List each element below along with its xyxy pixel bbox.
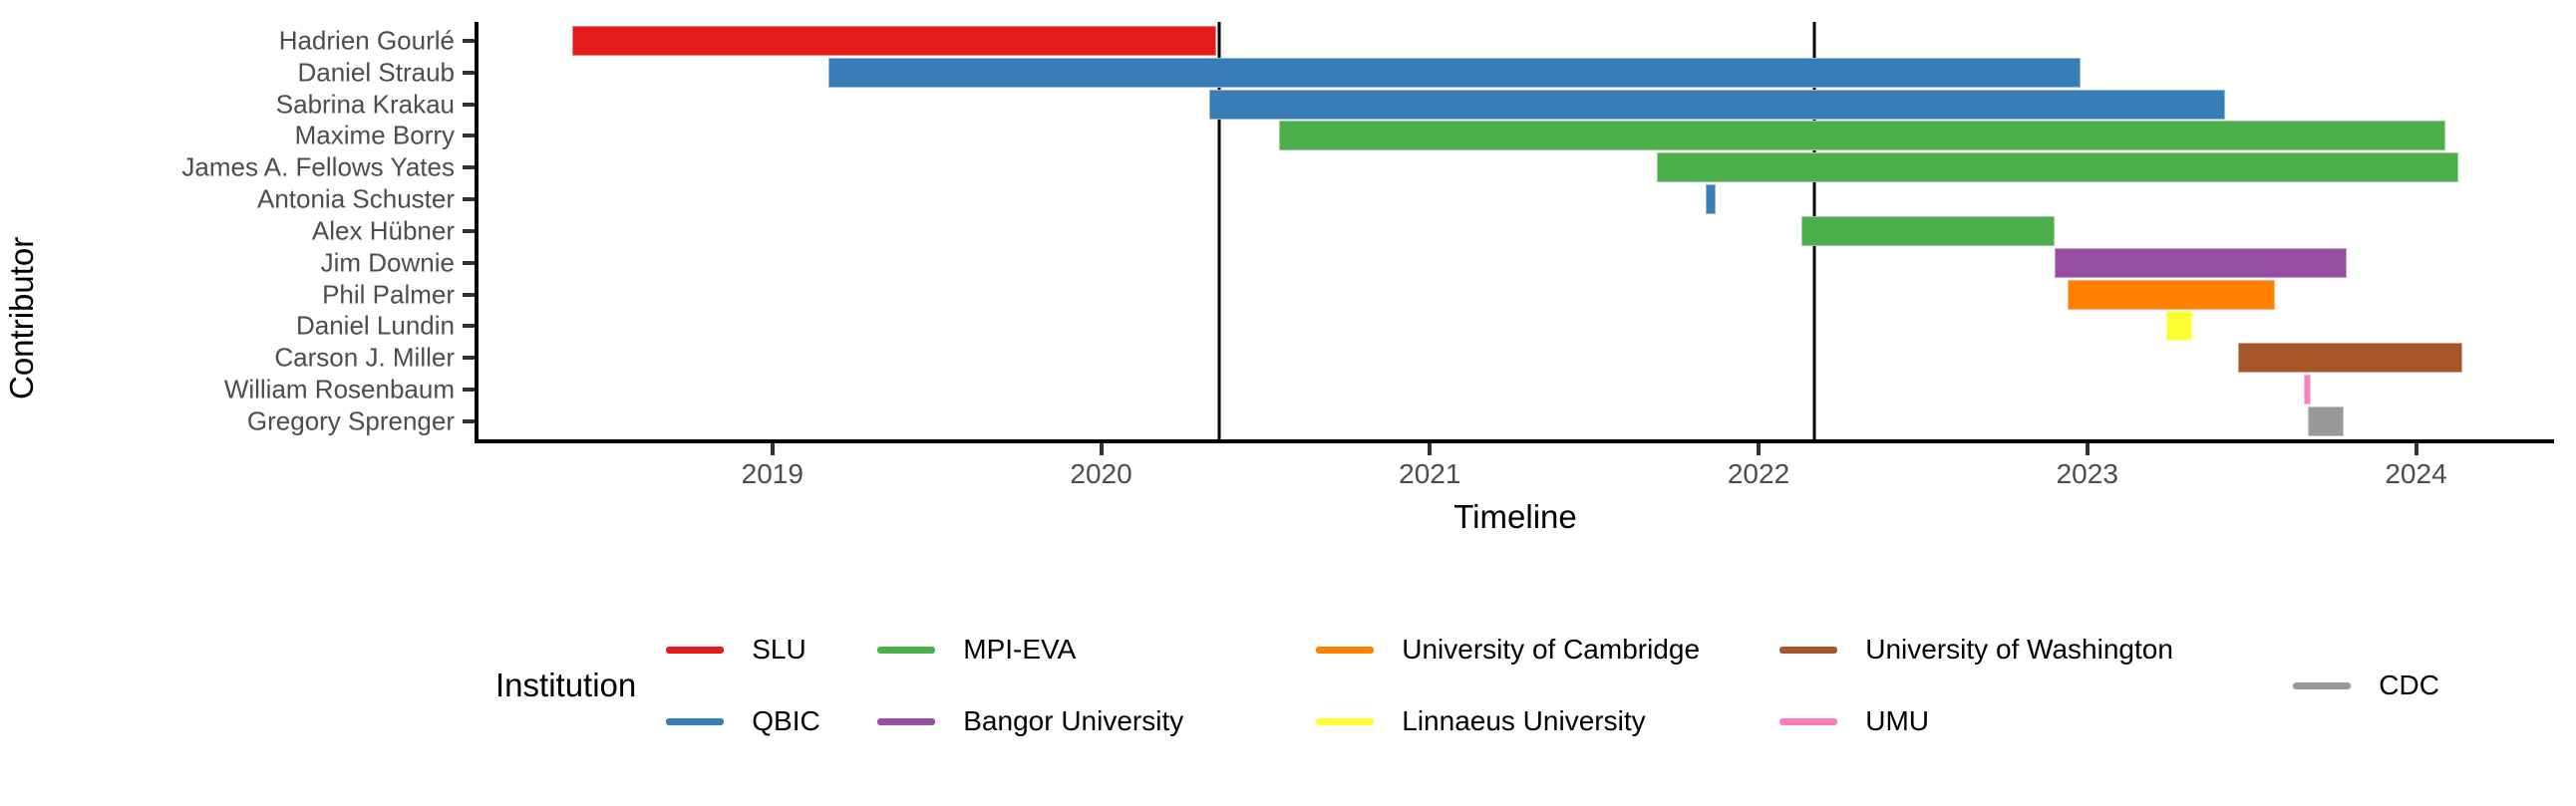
legend-item-label: University of Cambridge [1402,634,1701,665]
y-tick-mark [463,70,475,75]
legend: Institution SLU QBIC MPI-EVA Bangor Univers… [495,627,2492,744]
y-tick-mark [463,418,475,423]
x-tick-label: 2024 [2385,458,2447,489]
x-tick-label: 2019 [741,458,804,489]
x-tick-mark [2414,443,2418,455]
y-tick-mark [463,388,475,393]
contributor-bar [2165,311,2193,342]
contributor-bar [1800,215,2055,246]
y-tick-label: Maxime Borry [294,120,455,150]
x-tick-mark [1099,443,1104,455]
legend-item-label: MPI-EVA [963,634,1077,665]
contributor-bar [1706,184,1717,215]
legend-key-swatch [1779,646,1838,654]
legend-key-swatch [1779,717,1838,725]
y-tick-label: Carson J. Miller [274,342,455,373]
legend-key-swatch [1316,717,1375,725]
y-tick-label: Gregory Sprenger [246,405,455,436]
legend-item-label: Bangor University [963,705,1184,736]
x-tick-mark [2085,443,2090,455]
x-tick-mark [1757,443,1761,455]
y-tick-label: William Rosenbaum [223,374,455,404]
x-tick-label: 2020 [1070,458,1132,489]
legend-item-label: SLU [752,634,806,665]
y-tick-mark [463,102,475,107]
legend-key-swatch [666,717,725,725]
y-tick-label: Daniel Lundin [295,310,455,341]
contributor-bar [2304,375,2311,405]
contributor-bar [1656,152,2459,183]
y-tick-mark [463,228,475,233]
legend-column-2: MPI-EVA Bangor University [877,627,1316,744]
legend-item-umu: UMU [1779,698,2293,744]
x-axis-title: Timeline [1453,498,1577,535]
legend-item-cdc: CDC [2293,663,2492,708]
legend-item-label: UMU [1865,705,1930,736]
legend-column-5: CDC [2293,663,2492,708]
legend-key-swatch [877,646,936,654]
y-tick-mark [463,165,475,170]
legend-key-swatch [2293,681,2352,689]
y-tick-mark [463,324,475,329]
legend-item-university-of-cambridge: University of Cambridge [1316,627,1779,672]
contributor-bar [571,26,1216,56]
x-tick-label: 2022 [1727,458,1790,489]
legend-item-qbic: QBIC [666,698,877,744]
y-tick-mark [463,134,475,138]
legend-item-label: University of Washington [1865,634,2173,665]
legend-item-mpi-eva: MPI-EVA [877,627,1316,672]
contributor-bar [2307,405,2344,436]
legend-columns: SLU QBIC MPI-EVA Bangor University Universit… [666,627,2492,744]
legend-key-swatch [666,646,725,654]
contributor-bar [1209,89,2226,120]
y-tick-label: Alex Hübner [311,215,455,246]
x-axis-line [475,439,2554,443]
y-tick-label: Antonia Schuster [256,183,455,214]
contributor-bar [827,57,2082,88]
y-tick-mark [463,39,475,43]
x-tick-mark [1428,443,1433,455]
y-tick-label: James A. Fellows Yates [181,151,455,182]
y-tick-label: Phil Palmer [322,279,455,310]
contributor-bar [2067,279,2275,310]
y-tick-mark [463,260,475,265]
y-axis-title-text: Contributor [3,236,40,400]
y-tick-mark [463,197,475,202]
legend-item-bangor-university: Bangor University [877,698,1316,744]
y-tick-mark [463,292,475,297]
y-axis-line [475,22,479,443]
contributor-bar [1278,121,2446,151]
legend-title: Institution [495,667,637,703]
legend-column-4: University of Washington UMU [1779,627,2293,744]
legend-item-label: QBIC [752,705,820,736]
legend-item-label: CDC [2379,670,2439,700]
contributor-bar [2238,343,2462,374]
legend-key-swatch [1316,646,1375,654]
y-tick-mark [463,356,475,361]
legend-item-university-of-washington: University of Washington [1779,627,2293,672]
legend-item-linnaeus-university: Linnaeus University [1316,698,1779,744]
contributor-bar [2054,247,2348,278]
legend-column-1: SLU QBIC [666,627,877,744]
legend-key-swatch [877,717,936,725]
x-tick-mark [770,443,775,455]
y-tick-label: Jim Downie [320,247,455,278]
x-tick-label: 2023 [2056,458,2118,489]
y-tick-label: Daniel Straub [297,57,455,88]
y-tick-label: Hadrien Gourlé [278,25,455,56]
y-tick-label: Sabrina Krakau [275,89,455,120]
legend-item-label: Linnaeus University [1402,705,1646,736]
legend-column-3: University of Cambridge Linnaeus Universi… [1316,627,1779,744]
milestone-line-1 [1217,22,1221,439]
x-tick-label: 2021 [1399,458,1461,489]
legend-item-slu: SLU [666,627,877,672]
